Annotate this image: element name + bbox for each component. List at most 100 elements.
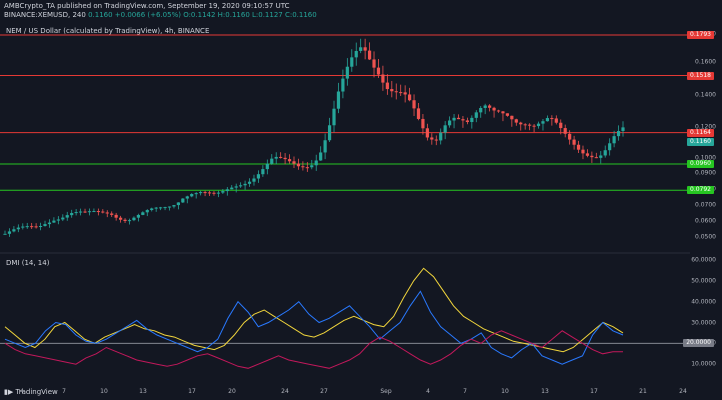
candle-body: [421, 118, 425, 129]
candle-body: [452, 117, 456, 121]
candle-body: [118, 217, 123, 220]
candle-body: [216, 192, 221, 194]
candle-body: [287, 159, 292, 162]
candle-body: [554, 118, 558, 123]
candle-body: [519, 122, 523, 125]
candle-body: [510, 115, 514, 120]
candle-body: [590, 155, 594, 158]
time-tick-label: 10: [100, 388, 108, 395]
candle-body: [105, 212, 109, 214]
publish-info: AMBCrypto_TA published on TradingView.co…: [4, 2, 290, 10]
candle-body: [483, 105, 487, 108]
dmi-badge: 20.0000: [683, 339, 714, 348]
time-tick-label: 7: [62, 388, 66, 395]
candle-body: [301, 166, 305, 168]
candle-body: [225, 189, 229, 192]
candle-body: [207, 192, 212, 194]
candle-body: [585, 153, 590, 156]
candle-body: [234, 186, 238, 188]
time-tick-label: 17: [188, 388, 196, 395]
candle-body: [190, 194, 194, 197]
candle-body: [581, 149, 585, 154]
candle-body: [199, 192, 203, 194]
chart-title: NEM / US Dollar (calculated by TradingVi…: [6, 27, 210, 35]
candle-body: [572, 139, 576, 145]
candle-body: [545, 118, 550, 122]
candle-body: [376, 67, 381, 75]
candle-body: [101, 211, 105, 213]
candle-body: [310, 165, 314, 168]
candle-body: [172, 205, 176, 207]
candle-body: [390, 89, 394, 92]
candle-body: [563, 128, 567, 134]
price-tick-label: 0.0900: [695, 169, 716, 177]
time-tick-label: 17: [590, 388, 598, 395]
candle-body: [181, 198, 185, 203]
candle-body: [354, 50, 358, 58]
candle-body: [243, 183, 247, 186]
candle-body: [185, 196, 189, 199]
candle-body: [212, 192, 216, 194]
price-tick-label: 0.1400: [695, 91, 716, 99]
price-badge: 0.1164: [687, 128, 714, 137]
price-badge: 0.1793: [687, 30, 714, 39]
candle-body: [305, 167, 309, 169]
adx-line: [4, 267, 624, 353]
price-tick-label: 0.1200: [695, 123, 716, 131]
candle-body: [541, 121, 545, 124]
price-badge: 0.0960: [687, 160, 714, 168]
candle-body: [21, 226, 25, 228]
candle-body: [474, 112, 478, 118]
candle-body: [65, 215, 69, 218]
candle-body: [3, 233, 7, 235]
candle-body: [461, 119, 465, 121]
candle-body: [523, 124, 527, 126]
candle-body: [261, 169, 265, 175]
dmi-tick-label: 10.0000: [691, 360, 716, 368]
candle-body: [505, 113, 510, 116]
time-tick-label: Sep: [380, 388, 392, 395]
candle-body: [230, 187, 234, 190]
candle-body: [221, 191, 225, 193]
candle-body: [599, 155, 603, 158]
time-tick-label: 10: [501, 388, 509, 395]
candle-body: [247, 181, 252, 184]
time-tick-label: 13: [139, 388, 147, 395]
candle-body: [425, 128, 429, 138]
candle-body: [336, 91, 341, 109]
candle-body: [514, 119, 518, 123]
candle-body: [78, 211, 83, 213]
candle-body: [434, 139, 438, 141]
candle-body: [30, 226, 34, 228]
price-tick-label: 0.0700: [695, 201, 716, 209]
candle-body: [47, 222, 52, 225]
plus-di-line: [4, 290, 624, 365]
tradingview-logo: ▮▶ TradingView: [4, 388, 58, 396]
dmi-label: DMI (14, 14): [6, 259, 50, 267]
candle-body: [616, 131, 621, 137]
candle-body: [559, 122, 563, 129]
candle-body: [34, 226, 38, 228]
candle-body: [110, 213, 114, 215]
candle-body: [56, 219, 60, 221]
time-tick-label: 4: [426, 388, 430, 395]
candle-body: [194, 193, 198, 195]
symbol-line: BINANCE:XEMUSD, 240 0.1160 +0.0066 (+6.0…: [4, 11, 317, 19]
candle-body: [61, 217, 65, 220]
time-tick-label: 24: [679, 388, 687, 395]
candle-body: [501, 111, 505, 114]
candle-body: [252, 178, 256, 182]
candle-body: [612, 136, 616, 144]
candle-body: [407, 94, 412, 101]
price-tick-label: 0.0600: [695, 217, 716, 225]
candle-body: [488, 105, 492, 108]
candle-body: [154, 207, 158, 209]
candle-body: [38, 225, 43, 227]
symbol: BINANCE:XEMUSD, 240: [4, 11, 86, 19]
dmi-tick-label: 40.0000: [691, 298, 716, 306]
candle-body: [479, 107, 483, 113]
candle-body: [403, 92, 407, 95]
candle-body: [52, 220, 56, 223]
candle-body: [359, 47, 363, 51]
